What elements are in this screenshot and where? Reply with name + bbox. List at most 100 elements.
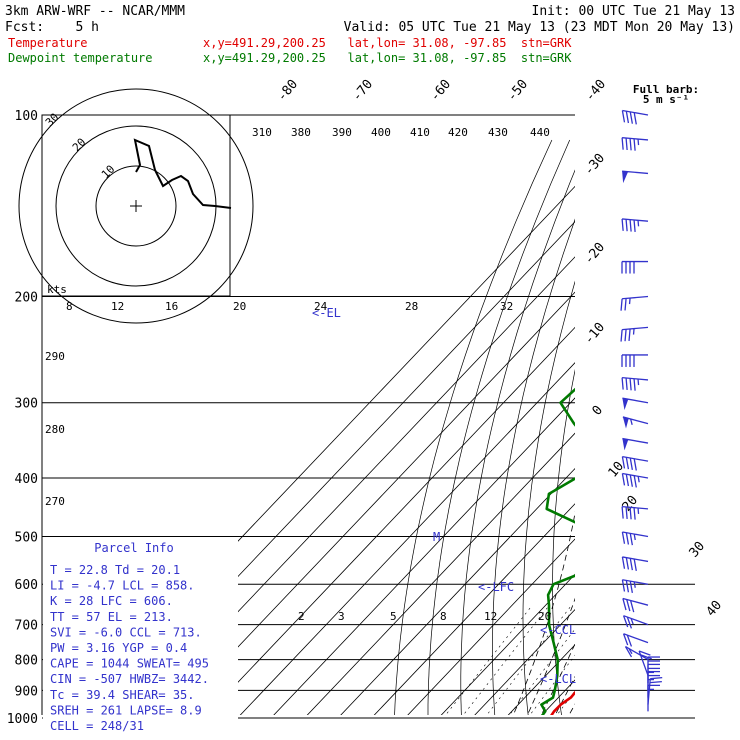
mixing-ratio-label: 28 (405, 300, 418, 313)
wind-barb-full (629, 219, 632, 232)
moist-adiabat (540, 643, 575, 715)
wind-barb-full (622, 598, 627, 611)
wind-barb-half (628, 298, 631, 305)
pressure-label-700: 700 (15, 619, 38, 634)
wind-barb-staff (623, 615, 649, 626)
wind-barb-full (629, 378, 632, 391)
wind-barb-full (621, 473, 626, 486)
wind-barb-staff (622, 597, 649, 606)
mixing-ratio-low-label: 2 (298, 610, 305, 623)
wind-barb-full (633, 112, 637, 125)
skewt-grid (41, 114, 740, 731)
wind-barb-full (621, 556, 626, 569)
isotherm-label: 0 (590, 403, 607, 419)
wind-barb-flag (622, 416, 629, 429)
wind-barb-full (625, 457, 630, 470)
temperature-profile (550, 690, 575, 715)
wind-barb (621, 579, 649, 594)
parcel-info-row: TT = 57 EL = 213. (50, 610, 173, 624)
legend-dewpoint: Dewpoint temperature (8, 51, 153, 65)
parcel-info-row: Tc = 39.4 SHEAR= 35. (50, 688, 195, 702)
isotherm-line (273, 397, 575, 715)
m-marker: M (433, 530, 440, 544)
wind-barb-half (630, 618, 634, 625)
isotherm-line (340, 467, 575, 715)
wind-barb-full (629, 600, 635, 613)
parcel-info-row: SREH = 261 LAPSE= 8.9 (50, 703, 202, 717)
isotherm-line (239, 362, 575, 715)
wind-barb-full (640, 654, 652, 660)
pressure-axis: 100 200 300 400 500 600 700 800 900 1000 (7, 109, 38, 727)
isotherm-line (440, 573, 575, 715)
wind-barb-full (625, 111, 630, 124)
wind-barb-staff (622, 170, 649, 175)
parcel-info-row: T = 22.8 Td = 20.1 (50, 563, 180, 577)
wind-barb-full (624, 646, 633, 658)
wind-barb (622, 170, 649, 184)
wind-barb (622, 615, 649, 629)
wind-barb (620, 295, 649, 311)
mixing-ratio-label: 20 (233, 300, 246, 313)
wind-barb-full (650, 676, 663, 680)
wind-barb-full (621, 218, 624, 231)
barb-legend-title: Full barb: (633, 83, 699, 96)
mixing-ratio-line (445, 605, 533, 715)
wind-barb-full (625, 474, 630, 487)
legend-temperature-location: x,y=491.29,200.25 lat,lon= 31.08, -97.85… (203, 36, 572, 50)
wind-barb-full (638, 650, 651, 656)
mixing-ratio-low-label: 12 (484, 610, 497, 623)
wind-barb-full (621, 110, 626, 123)
dry-adiabat (492, 218, 575, 715)
wind-barb-column (620, 109, 663, 712)
isotherm-label: -10 (582, 320, 609, 348)
pressure-label-900: 900 (15, 684, 38, 699)
wind-barb (622, 597, 649, 613)
isotherm-line (640, 115, 740, 718)
wind-barb-half (637, 378, 640, 386)
wind-barb-full (621, 579, 626, 592)
init-time: Init: 00 UTC Tue 21 May 13 (532, 4, 736, 19)
wind-barb-staff (647, 678, 651, 705)
isotherm-line (407, 538, 575, 715)
wind-barb-full (622, 615, 629, 628)
wind-barb (621, 137, 649, 151)
isotherm-label: -70 (350, 77, 377, 105)
theta-label: 410 (410, 126, 430, 139)
theta-low-label: 270 (45, 495, 65, 508)
wind-barb-full (625, 506, 628, 519)
wind-barb (622, 397, 649, 411)
wind-barb (622, 437, 649, 451)
wind-barb-full (633, 558, 637, 571)
wind-barb-full (633, 219, 636, 232)
wind-barb (621, 109, 649, 125)
wind-barb-full (629, 533, 633, 546)
wind-barb-full (624, 298, 627, 311)
wind-barb-half (637, 507, 640, 515)
wind-barb-full (633, 458, 637, 471)
dry-adiabat (394, 139, 553, 715)
theta-label: 430 (488, 126, 508, 139)
wind-barb (621, 531, 649, 546)
wind-barb (622, 416, 649, 429)
isotherm-label: -30 (582, 151, 609, 179)
wind-barb (621, 218, 649, 232)
sounding-profiles (540, 387, 575, 715)
isotherm-label: -40 (583, 77, 610, 105)
wind-barb-half (629, 418, 633, 425)
theta-label: 420 (448, 126, 468, 139)
wind-barb-half (637, 139, 640, 146)
moist-adiabat (574, 309, 740, 731)
wind-barb-full (633, 138, 636, 151)
legend-dewpoint-location: x,y=491.29,200.25 lat,lon= 31.08, -97.85… (203, 51, 572, 65)
mixing-ratio-label: 8 (66, 300, 73, 313)
pressure-label-500: 500 (15, 530, 38, 545)
theta-label: 380 (291, 126, 311, 139)
wind-barb-full (629, 580, 633, 594)
theta-label: 390 (332, 126, 352, 139)
wind-barb-full (625, 219, 628, 232)
wind-barb (621, 377, 649, 391)
wind-barb-half (637, 220, 640, 227)
isotherm-label: -50 (505, 77, 532, 105)
grid-lines (72, 115, 740, 731)
isotherm-label: -80 (275, 77, 302, 105)
